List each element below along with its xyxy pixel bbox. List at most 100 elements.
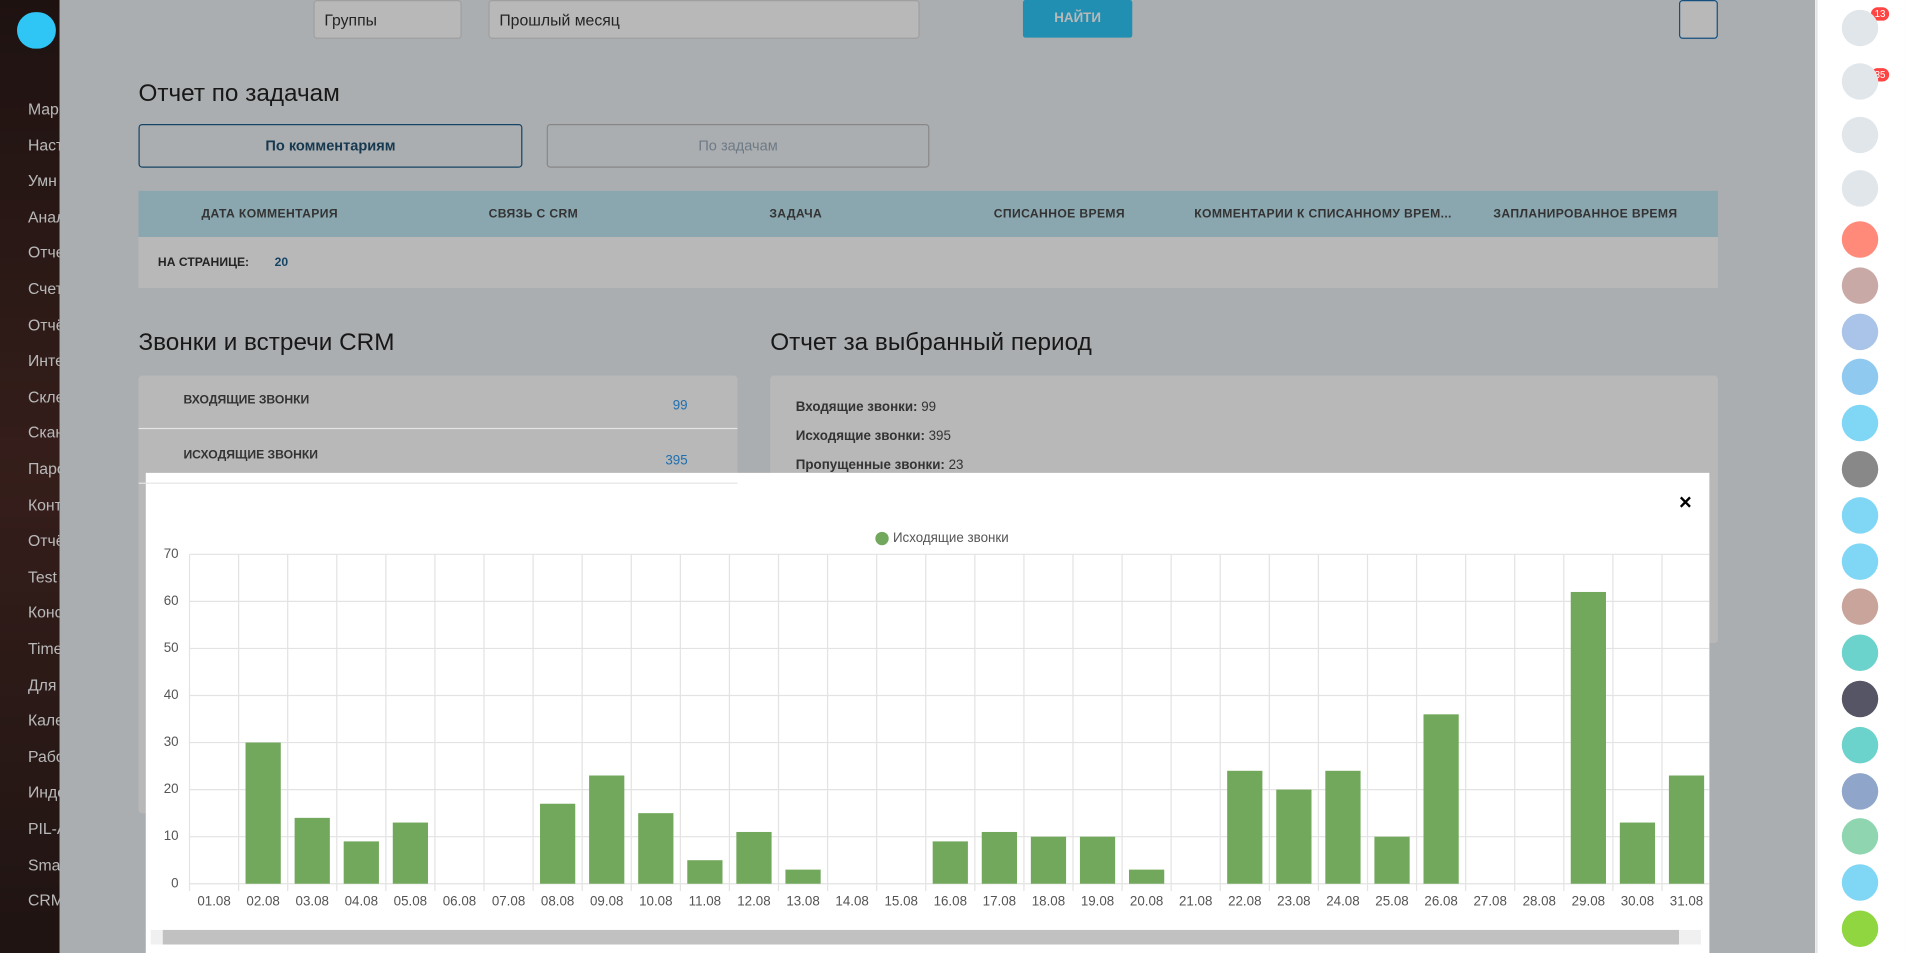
y-tick-label: 70 — [164, 546, 179, 561]
chart-modal: 0 10 20 30 40 50 60 70 01.08 02.08 03.08 04.08 05.08… — [145, 472, 1710, 953]
x-tick-label: 15.08 — [884, 894, 917, 909]
legend-marker — [875, 531, 889, 546]
close-icon[interactable]: × — [1678, 489, 1692, 515]
row-divider — [138, 427, 738, 430]
task-report-title: Отчет по задачам — [138, 80, 340, 107]
period-label: Входящие звонки: — [795, 399, 918, 415]
x-tick-label: 26.08 — [1424, 894, 1457, 909]
avatar — [1841, 634, 1879, 672]
bar — [589, 775, 625, 884]
x-tick-label: 22.08 — [1228, 894, 1261, 909]
period-label: Пропущенные звонки: — [795, 458, 945, 473]
chart: 0 10 20 30 40 50 60 70 01.08 02.08 03.08 04.08 05.08… — [164, 530, 1710, 909]
column-header: ЗАДАЧА — [769, 207, 823, 222]
period-value: 395 — [928, 429, 951, 444]
legend-label: Исходящие звонки — [893, 530, 1009, 545]
bar — [1619, 822, 1656, 884]
avatar — [1841, 496, 1879, 534]
x-tick-label: 25.08 — [1375, 894, 1408, 909]
bar — [392, 822, 429, 884]
x-tick-label: 28.08 — [1523, 894, 1556, 909]
sidebar-item: Инте — [27, 351, 60, 370]
sidebar-item: Рабо — [27, 747, 60, 766]
period-row: Пропущенные звонки: 23 — [796, 458, 964, 473]
sidebar-item: Отчё — [27, 531, 60, 550]
x-tick-label: 20.08 — [1130, 894, 1163, 909]
bar — [1227, 770, 1263, 884]
period-row: Исходящие звонки: 395 — [796, 429, 951, 444]
y-tick-label: 60 — [164, 593, 179, 608]
per-page-value[interactable]: 20 — [274, 256, 289, 270]
search-label: НАЙТИ — [1054, 10, 1101, 26]
bar — [687, 860, 723, 884]
bar — [932, 841, 968, 884]
x-tick-label: 18.08 — [1032, 894, 1065, 909]
x-tick-label: 07.08 — [492, 894, 525, 909]
period-label: Прошлый месяц — [499, 10, 620, 30]
bar — [638, 813, 674, 884]
column-header: СПИСАННОЕ ВРЕМЯ — [993, 207, 1126, 222]
x-tick-label: 10.08 — [639, 894, 672, 909]
avatar — [1841, 63, 1879, 100]
tab-label: По задачам — [698, 137, 778, 155]
bar — [343, 841, 379, 884]
bar — [981, 831, 1017, 884]
x-tick-label: 17.08 — [983, 894, 1016, 909]
bar — [294, 817, 330, 884]
avatar — [1841, 116, 1879, 154]
avatar — [1841, 910, 1879, 947]
x-tick-label: 19.08 — [1081, 894, 1114, 909]
sidebar-item: Инде — [27, 783, 60, 802]
close-slider[interactable] — [17, 12, 56, 49]
bar — [1325, 770, 1361, 884]
tab-tasks[interactable]: По задачам — [546, 123, 930, 168]
call-count: 395 — [665, 453, 688, 469]
y-tick-label: 40 — [164, 687, 179, 702]
sidebar-item: Скле — [27, 387, 60, 406]
period-select[interactable]: Прошлый месяц — [488, 0, 920, 39]
scrollbar[interactable] — [150, 929, 1701, 945]
column-header: ЗАПЛАНИРОВАННОЕ ВРЕМЯ — [1493, 207, 1678, 222]
x-tick-label: 16.08 — [934, 894, 967, 909]
column-header: ДАТА КОММЕНТАРИЯ — [201, 207, 338, 222]
period-value: 23 — [948, 458, 964, 473]
settings-button[interactable] — [1678, 0, 1718, 39]
per-page-label: НА СТРАНИЦЕ: — [157, 256, 250, 270]
x-tick-label: 24.08 — [1326, 894, 1359, 909]
search-button[interactable]: НАЙТИ — [1022, 0, 1133, 38]
group-select[interactable]: Группы — [313, 0, 462, 39]
avatar — [1841, 170, 1879, 207]
sidebar-item: Мар — [27, 99, 59, 118]
avatar — [1841, 359, 1879, 396]
x-tick-label: 29.08 — [1572, 894, 1605, 909]
bar — [1570, 591, 1606, 884]
x-tick-label: 06.08 — [443, 894, 476, 909]
sidebar-item: Конт — [27, 495, 60, 514]
sidebar-item: Скан — [27, 423, 60, 442]
table-header — [138, 190, 1718, 238]
y-tick-label: 20 — [164, 781, 179, 796]
avatar — [1841, 221, 1879, 258]
x-tick-label: 21.08 — [1179, 894, 1212, 909]
x-tick-label: 11.08 — [689, 894, 721, 909]
avatar — [1841, 772, 1879, 810]
tab-label: По комментариям — [265, 137, 396, 155]
row-divider — [138, 482, 738, 484]
tab-comments[interactable]: По комментариям — [138, 123, 523, 168]
x-tick-label: 05.08 — [394, 894, 427, 909]
bar — [540, 803, 576, 884]
x-tick-label: 02.08 — [246, 894, 279, 909]
sidebar-item: Наст — [27, 135, 60, 154]
period-label: Исходящие звонки: — [795, 429, 925, 444]
sidebar-item: Счет — [27, 279, 60, 298]
x-tick-label: 12.08 — [737, 894, 770, 909]
period-value: 99 — [921, 399, 937, 415]
avatar — [1841, 450, 1879, 488]
column-header: КОММЕНТАРИИ К СПИСАННОМУ ВРЕМ... — [1194, 207, 1452, 222]
sidebar-item: PIL-A — [27, 819, 60, 838]
sidebar-item: Паро — [27, 459, 60, 478]
group-label: Группы — [324, 10, 378, 30]
bar — [1129, 869, 1165, 884]
x-tick-label: 14.08 — [835, 894, 868, 909]
bar — [245, 742, 281, 884]
